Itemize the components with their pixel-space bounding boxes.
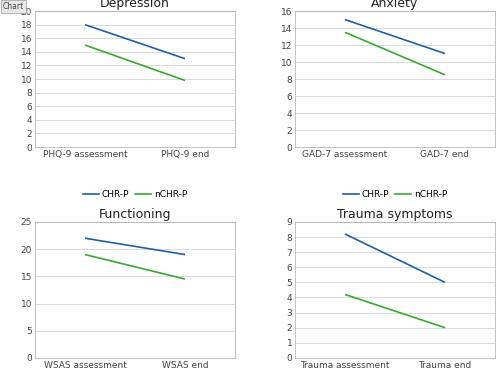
Title: Functioning: Functioning bbox=[99, 208, 171, 221]
Title: Anxiety: Anxiety bbox=[372, 0, 418, 10]
Legend: CHR-P, nCHR-P: CHR-P, nCHR-P bbox=[340, 186, 450, 203]
Title: Depression: Depression bbox=[100, 0, 170, 10]
Legend: CHR-P, nCHR-P: CHR-P, nCHR-P bbox=[80, 186, 190, 203]
Title: Trauma symptoms: Trauma symptoms bbox=[337, 208, 453, 221]
Text: Chart: Chart bbox=[2, 2, 24, 11]
